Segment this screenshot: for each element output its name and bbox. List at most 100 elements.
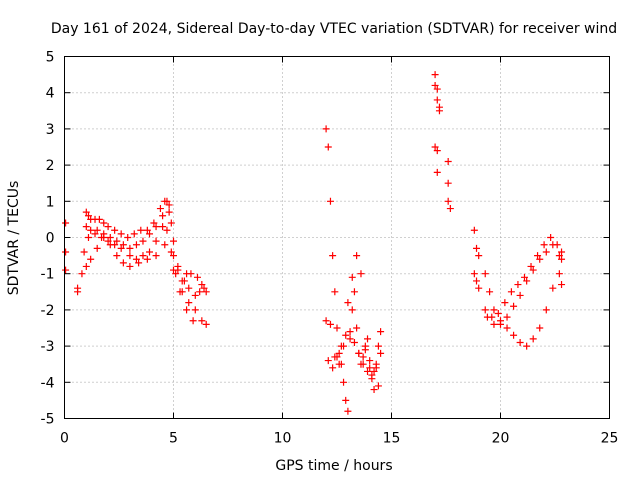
data-point: [139, 252, 147, 260]
data-point: [558, 281, 566, 289]
y-axis-label: SDTVAR / TECUs: [6, 181, 22, 296]
data-point: [353, 252, 361, 260]
data-point: [132, 241, 140, 249]
x-tick-label: 15: [383, 431, 401, 447]
data-point: [176, 288, 184, 296]
data-point: [159, 223, 167, 231]
data-point: [165, 201, 173, 209]
data-point: [62, 266, 70, 274]
data-point: [117, 244, 125, 252]
data-point: [529, 266, 537, 274]
data-point: [516, 338, 524, 346]
data-point: [78, 270, 86, 278]
data-point: [322, 125, 330, 133]
data-point: [364, 367, 372, 375]
data-point: [348, 306, 356, 314]
data-point: [333, 324, 341, 332]
data-point: [326, 320, 334, 328]
data-point: [126, 262, 134, 270]
data-point: [163, 197, 171, 205]
data-point: [431, 71, 439, 79]
data-point: [93, 244, 101, 252]
data-points: [62, 71, 566, 415]
data-point: [113, 237, 121, 245]
data-point: [361, 346, 369, 354]
data-point: [520, 273, 528, 281]
data-point: [372, 360, 380, 368]
y-tick-label: -3: [41, 339, 55, 355]
data-point: [187, 270, 195, 278]
data-point: [106, 234, 114, 241]
y-axis-ticks: -5 -4 -3 -2 -1 0 1 2 3 4 5: [41, 50, 610, 428]
data-point: [167, 219, 175, 227]
data-point: [198, 281, 206, 289]
data-point: [359, 353, 367, 361]
data-point: [196, 288, 204, 296]
data-point: [558, 248, 566, 256]
data-point: [501, 299, 509, 307]
data-point: [126, 244, 134, 252]
data-point: [82, 223, 90, 231]
data-point: [106, 241, 114, 249]
data-point: [344, 407, 352, 415]
data-point: [507, 288, 515, 296]
data-point: [542, 248, 550, 256]
data-point: [433, 96, 441, 104]
data-point: [331, 288, 339, 296]
y-tick-label: -1: [41, 267, 55, 283]
data-point: [82, 208, 90, 216]
data-point: [470, 270, 478, 278]
data-point: [481, 270, 489, 278]
data-point: [486, 288, 494, 296]
data-point: [326, 197, 334, 205]
data-point: [446, 205, 454, 213]
grid-layer: [64, 56, 610, 419]
data-point: [523, 277, 531, 285]
data-point: [202, 288, 210, 296]
data-point: [189, 317, 197, 325]
data-point: [87, 226, 95, 234]
data-point: [335, 349, 343, 357]
data-point: [503, 324, 511, 332]
data-point: [104, 237, 112, 245]
data-point: [470, 226, 478, 234]
data-point: [100, 219, 108, 227]
data-point: [342, 331, 350, 339]
data-point: [324, 143, 332, 151]
data-point: [444, 197, 452, 205]
data-point: [473, 244, 481, 252]
data-point: [514, 281, 522, 289]
data-point: [344, 299, 352, 307]
data-point: [368, 371, 376, 379]
data-point: [329, 252, 337, 260]
data-point: [93, 226, 101, 234]
data-point: [516, 291, 524, 299]
y-tick-label: 0: [46, 231, 55, 247]
y-tick-label: 1: [46, 194, 55, 210]
data-point: [377, 328, 385, 336]
data-point: [481, 306, 489, 314]
data-point: [510, 302, 518, 310]
data-point: [342, 396, 350, 404]
data-point: [191, 306, 199, 314]
data-point: [87, 255, 95, 263]
y-tick-label: 3: [46, 122, 55, 138]
data-point: [124, 234, 132, 241]
data-point: [366, 364, 374, 372]
data-point: [198, 317, 206, 325]
data-point: [137, 226, 145, 234]
data-point: [333, 353, 341, 361]
data-point: [191, 291, 199, 299]
data-point: [490, 306, 498, 314]
data-point: [170, 237, 177, 245]
data-point: [483, 313, 491, 321]
data-point: [91, 230, 99, 238]
data-point: [540, 241, 548, 249]
y-tick-label: -2: [41, 303, 55, 319]
data-point: [150, 219, 158, 227]
data-point: [542, 306, 550, 314]
data-point: [340, 378, 348, 386]
data-point: [143, 255, 151, 263]
data-point: [346, 335, 354, 343]
